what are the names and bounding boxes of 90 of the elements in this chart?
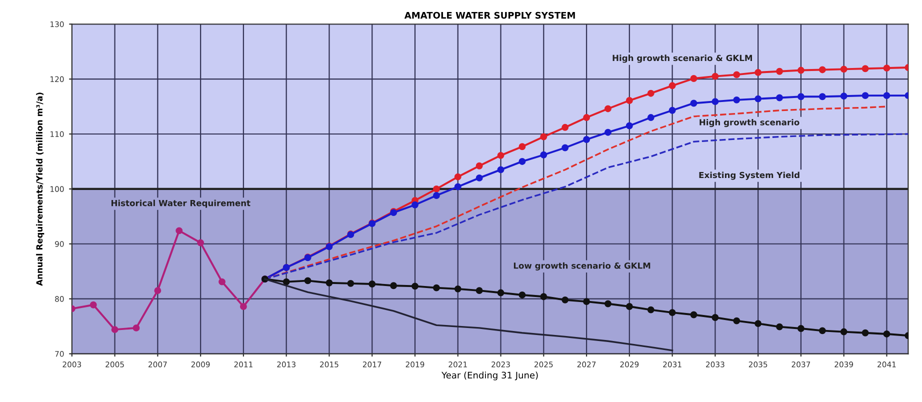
point xyxy=(282,278,290,286)
point xyxy=(476,174,483,182)
point xyxy=(754,68,762,76)
point xyxy=(776,323,783,330)
point xyxy=(690,311,698,318)
point xyxy=(562,296,569,304)
point xyxy=(776,68,783,75)
point xyxy=(862,329,869,336)
point xyxy=(712,98,719,106)
annotation: Existing System Yield xyxy=(699,172,800,180)
point xyxy=(412,282,418,290)
point xyxy=(840,92,848,100)
point xyxy=(647,114,654,121)
annotation: High growth scenario & GKLM xyxy=(612,54,752,63)
point xyxy=(432,284,440,292)
point xyxy=(797,325,804,332)
point xyxy=(562,144,569,152)
point xyxy=(712,72,719,80)
point xyxy=(476,287,483,294)
chart-title: AMATOLE WATER SUPPLY SYSTEM xyxy=(404,12,575,19)
point xyxy=(454,183,462,190)
point xyxy=(690,100,698,107)
point xyxy=(840,66,848,73)
point xyxy=(647,90,654,97)
point xyxy=(412,201,418,208)
point xyxy=(432,192,440,200)
point xyxy=(733,96,740,104)
point xyxy=(862,65,869,72)
point xyxy=(818,327,826,334)
point xyxy=(540,293,548,300)
point xyxy=(668,309,676,316)
x-axis-title: Year (Ending 31 June) xyxy=(442,372,538,380)
point xyxy=(754,320,762,328)
point xyxy=(668,82,676,90)
point xyxy=(497,166,504,174)
point xyxy=(840,328,848,336)
point xyxy=(626,97,633,104)
point xyxy=(818,66,826,74)
point xyxy=(176,227,183,234)
point xyxy=(604,128,612,136)
point xyxy=(454,285,462,292)
point xyxy=(432,185,440,192)
point xyxy=(690,75,698,82)
point xyxy=(604,300,612,308)
point xyxy=(518,292,526,298)
point xyxy=(476,162,483,170)
point xyxy=(518,158,526,165)
annotation: High growth scenario xyxy=(700,118,800,128)
point xyxy=(583,298,590,306)
point xyxy=(668,106,676,114)
point xyxy=(797,93,804,100)
point xyxy=(497,152,504,159)
point xyxy=(883,92,890,100)
point xyxy=(540,133,548,140)
y-axis-title: Annual Requirements/Yield (million m³/a) xyxy=(36,92,44,286)
point xyxy=(540,151,548,158)
point xyxy=(518,143,526,150)
point xyxy=(197,239,204,246)
point xyxy=(304,277,312,284)
point xyxy=(132,324,140,332)
point xyxy=(604,105,612,112)
point xyxy=(776,94,783,102)
point xyxy=(111,326,118,334)
point xyxy=(583,114,590,121)
point xyxy=(862,92,869,100)
point xyxy=(583,136,590,143)
point xyxy=(626,122,633,130)
point xyxy=(754,95,762,102)
point xyxy=(347,280,354,287)
point xyxy=(626,303,633,310)
point xyxy=(240,303,247,310)
point xyxy=(733,317,740,324)
point xyxy=(154,287,162,294)
point xyxy=(883,64,890,72)
point xyxy=(712,314,719,321)
annotation: Low growth scenario & GKLM xyxy=(514,262,650,270)
point xyxy=(797,66,804,74)
point xyxy=(90,301,97,308)
point xyxy=(647,306,654,314)
point xyxy=(390,282,398,290)
point xyxy=(818,93,826,100)
point xyxy=(454,173,462,180)
point xyxy=(733,71,740,78)
point xyxy=(368,280,376,288)
point xyxy=(562,124,569,131)
annotation: Historical Water Requirement xyxy=(112,200,250,208)
point xyxy=(497,289,504,296)
point xyxy=(218,278,226,286)
point xyxy=(326,279,333,286)
point xyxy=(883,330,890,338)
